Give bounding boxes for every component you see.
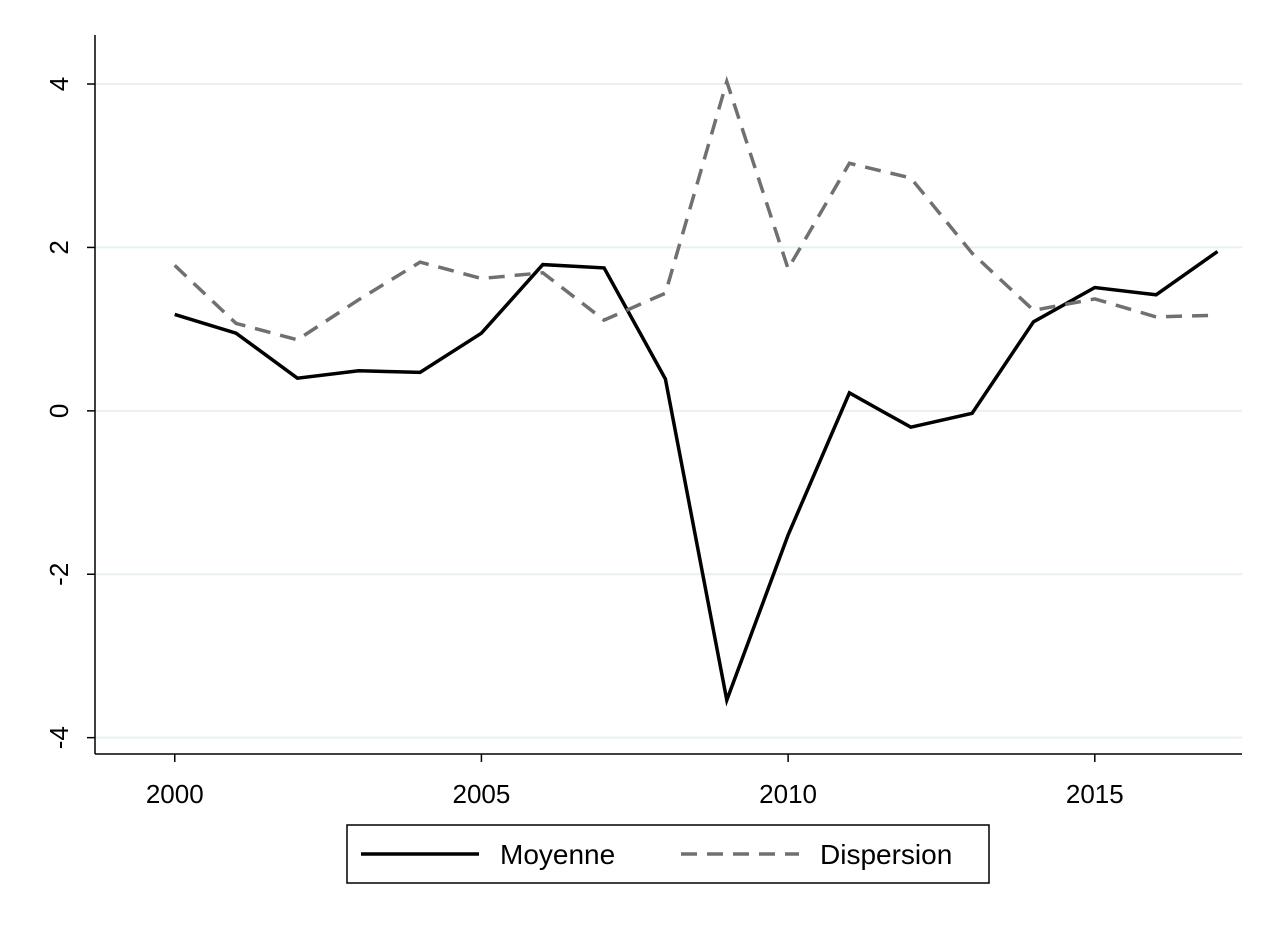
legend-box — [346, 824, 990, 884]
gridlines — [95, 83, 1242, 739]
x-tick-label: 2015 — [1066, 779, 1124, 809]
legend-label-dispersion: Dispersion — [820, 839, 952, 870]
axes — [94, 35, 1242, 755]
y-tick-label: 0 — [44, 404, 74, 418]
x-tick-label: 2005 — [453, 779, 511, 809]
x-axis-ticks: 2000 2005 2010 2015 — [146, 754, 1124, 809]
y-axis-ticks: -4 -2 0 2 4 — [44, 77, 95, 749]
y-tick-label: -2 — [44, 563, 74, 586]
series-line-moyenne — [174, 250, 1219, 707]
y-tick-label: -4 — [44, 726, 74, 749]
series-line-dispersion — [173, 75, 1218, 342]
series-lines — [173, 75, 1219, 707]
legend: Moyenne Dispersion — [346, 824, 990, 884]
x-tick-label: 2000 — [146, 779, 204, 809]
y-tick-label: 4 — [44, 77, 74, 91]
x-tick-label: 2010 — [759, 779, 817, 809]
y-tick-label: 2 — [44, 240, 74, 254]
legend-label-moyenne: Moyenne — [500, 839, 615, 870]
